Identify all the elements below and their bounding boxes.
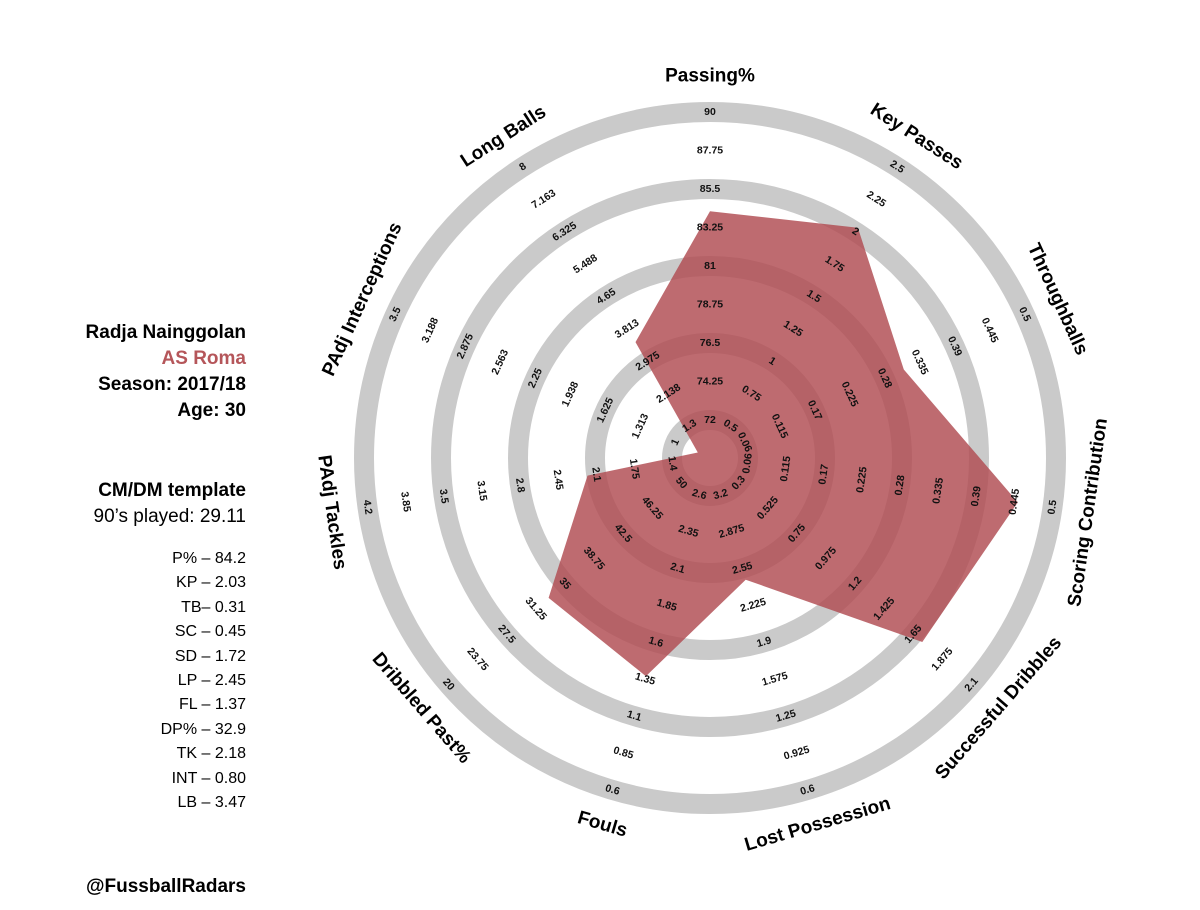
tick-label: 31.25 <box>523 595 549 623</box>
tick-label: 72 <box>704 414 716 426</box>
tick-label: 5.488 <box>571 252 600 276</box>
tick-label: 81 <box>704 260 716 272</box>
tick-label: 83.25 <box>697 222 723 234</box>
twitter-handle: @FussballRadars <box>85 876 246 897</box>
tick-label: 3.813 <box>613 317 642 341</box>
tick-label: 3.5 <box>437 488 451 504</box>
tick-label: 1.575 <box>761 670 790 689</box>
stat-line: SD – 1.72 <box>174 647 246 665</box>
tick-label: 2.1 <box>669 560 687 576</box>
radar-polygon-layer <box>548 211 1018 677</box>
grid-ring <box>354 102 1066 814</box>
season-label: Season: 2017/18 <box>98 374 246 395</box>
tick-label: 2.8 <box>513 477 527 493</box>
tick-label: 1.35 <box>634 671 657 688</box>
player-name: Radja Nainggolan <box>85 322 246 343</box>
tick-label: 1.9 <box>755 634 773 650</box>
tick-label: 0.85 <box>612 744 635 761</box>
stat-line: SC – 0.45 <box>174 623 246 641</box>
tick-label: 0.335 <box>909 348 931 377</box>
stat-line: LP – 2.45 <box>177 672 246 690</box>
stat-line: P% – 84.2 <box>172 550 246 567</box>
tick-label: 87.75 <box>697 145 723 157</box>
tick-label: 2.225 <box>739 596 768 615</box>
tick-label: 74.25 <box>697 376 723 388</box>
axis-label: Scoring Contribution <box>1064 417 1112 608</box>
tick-label: 0.115 <box>778 455 794 482</box>
tick-label: 76.5 <box>700 337 721 349</box>
tick-label: 85.5 <box>700 183 721 195</box>
tick-label: 3.5 <box>387 305 404 323</box>
team-name: AS Roma <box>161 348 246 369</box>
stat-line: TK – 2.18 <box>176 745 246 763</box>
radar-chart: 7274.2576.578.758183.2585.587.75900.50.7… <box>313 66 1112 856</box>
tick-label: 1.938 <box>559 380 581 409</box>
tick-label: 2.55 <box>731 560 754 577</box>
tick-label: 1 <box>766 355 778 368</box>
stat-line: INT – 0.80 <box>171 769 246 787</box>
stat-line: KP – 2.03 <box>176 574 246 592</box>
tick-label: 90 <box>704 106 716 118</box>
tick-label: 8 <box>517 160 529 173</box>
tick-label: 0.6 <box>799 782 817 798</box>
tick-label: 4.2 <box>361 499 375 515</box>
age-label: Age: 30 <box>177 400 246 421</box>
tick-label: 0.6 <box>604 782 622 798</box>
tick-label: 1.75 <box>627 458 642 480</box>
stat-line: TB– 0.31 <box>181 598 246 616</box>
tick-label: 1.313 <box>629 412 651 441</box>
tick-label: 1.4 <box>665 455 679 471</box>
tick-label: 2.6 <box>691 487 709 503</box>
tick-label: 0.225 <box>854 466 870 494</box>
player-info-panel: Radja Nainggolan AS Roma Season: 2017/18… <box>0 320 246 815</box>
tick-label: 1 <box>669 437 682 447</box>
tick-label: 3.85 <box>398 491 413 513</box>
tick-label: 0.445 <box>1007 488 1023 516</box>
axis-label: Passing% <box>665 66 755 87</box>
tick-label: 2.25 <box>864 189 888 210</box>
tick-label: 0.335 <box>930 477 946 505</box>
tick-label: 2.45 <box>551 469 566 491</box>
tick-label: 0.17 <box>816 463 831 485</box>
stat-line: FL – 1.37 <box>178 696 246 714</box>
tick-label: 1.85 <box>655 597 678 614</box>
tick-label: 1.1 <box>626 708 644 724</box>
axis-label: PAdj Tackles <box>313 454 350 571</box>
tick-label: 7.163 <box>530 187 559 211</box>
stat-line: DP% – 32.9 <box>160 720 246 738</box>
tick-label: 0.445 <box>979 316 1001 345</box>
player-data-polygon <box>548 211 1018 677</box>
tick-label: 78.75 <box>697 299 723 311</box>
tick-label: 2 <box>850 225 862 238</box>
tick-label: 0.5 <box>1016 305 1033 323</box>
tick-label: 1.25 <box>774 707 797 724</box>
tick-label: 1.6 <box>647 634 665 650</box>
tick-label: 2.563 <box>489 348 511 377</box>
minutes-played-label: 90’s played: 29.11 <box>93 506 246 527</box>
tick-label: 3.15 <box>474 480 489 502</box>
tick-label: 2.1 <box>589 466 603 482</box>
tick-label: 3.188 <box>419 316 441 345</box>
stat-line: LB – 3.47 <box>177 794 247 812</box>
tick-label: 0.39 <box>969 485 984 507</box>
tick-label: 0.925 <box>782 743 811 762</box>
tick-label: 1.875 <box>929 645 955 673</box>
tick-label: 2.35 <box>677 523 700 540</box>
tick-label: 0.28 <box>893 474 908 496</box>
tick-label: 3.2 <box>712 487 730 503</box>
template-label: CM/DM template <box>98 480 246 501</box>
tick-label: 0.06 <box>740 452 755 474</box>
tick-label: 0.5 <box>1046 499 1060 515</box>
tick-label: 23.75 <box>464 646 490 674</box>
axis-label: Fouls <box>575 807 630 841</box>
